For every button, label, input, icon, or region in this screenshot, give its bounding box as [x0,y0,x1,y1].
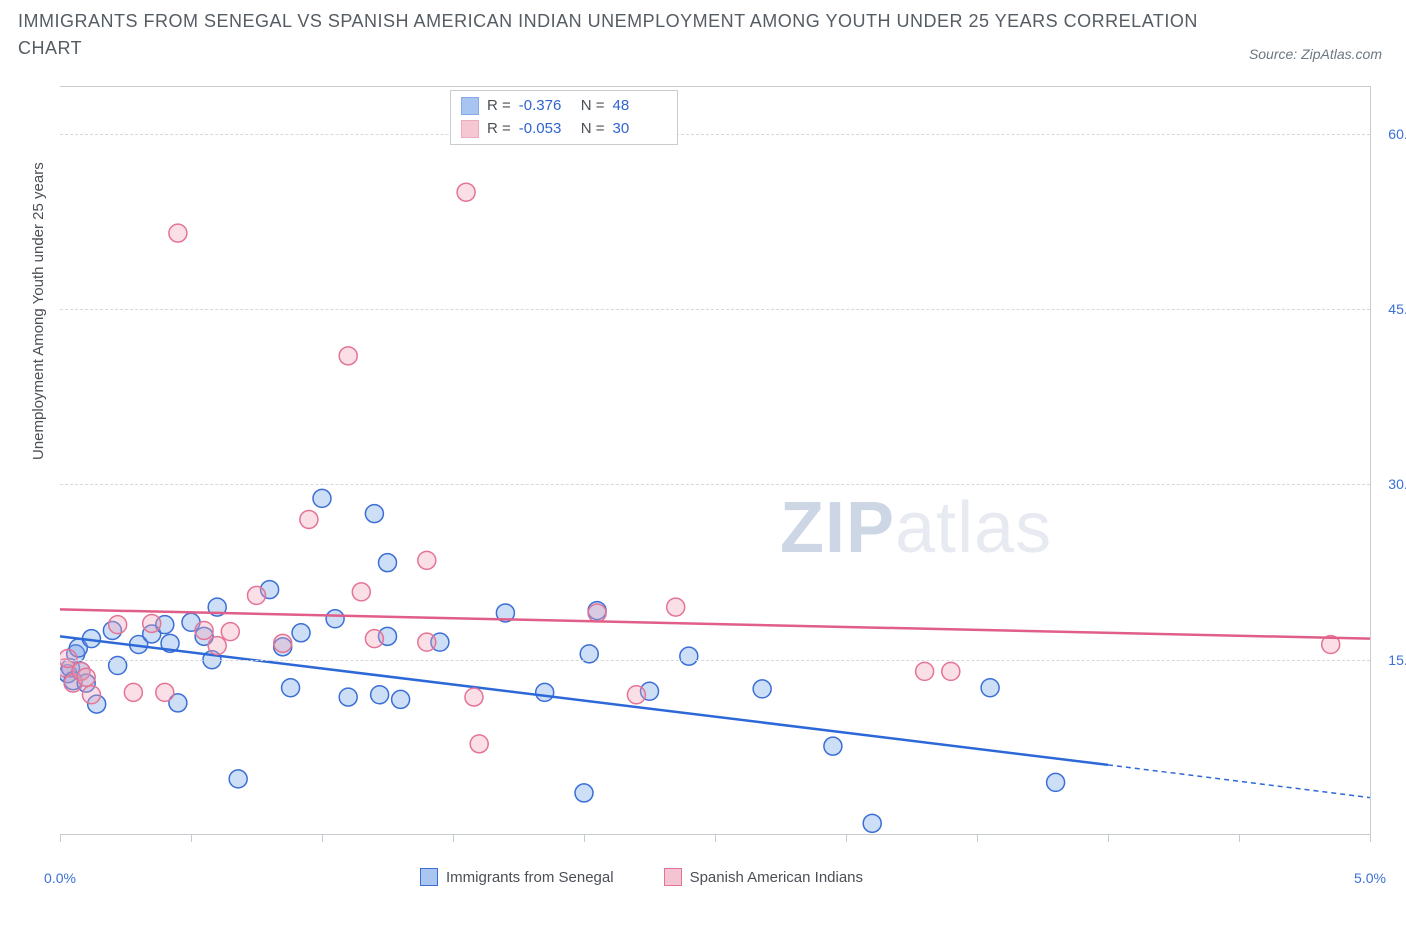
x-tick [1239,834,1240,842]
legend-swatch [461,120,479,138]
data-point [824,737,842,755]
x-tick [846,834,847,842]
r-value: -0.376 [519,95,573,118]
data-point [1047,773,1065,791]
data-point [221,623,239,641]
data-point [392,690,410,708]
data-point [208,637,226,655]
data-point [457,183,475,201]
x-tick [977,834,978,842]
data-point [156,683,174,701]
data-point [588,604,606,622]
source-attribution: Source: ZipAtlas.com [1249,46,1382,62]
data-point [248,586,266,604]
x-tick-label: 5.0% [1354,870,1386,886]
scatter-plot-svg [60,87,1370,835]
data-point [667,598,685,616]
legend-swatch [664,868,682,886]
data-point [680,647,698,665]
r-label: R = [487,118,511,141]
data-point [124,683,142,701]
data-point [300,510,318,528]
n-value: 48 [613,95,667,118]
data-point [365,630,383,648]
data-point [379,554,397,572]
gridline [60,134,1370,135]
data-point [282,679,300,697]
legend-item: Immigrants from Senegal [420,868,614,886]
data-point [82,686,100,704]
legend-bottom: Immigrants from Senegal Spanish American … [420,868,863,886]
data-point [109,616,127,634]
data-point [143,614,161,632]
data-point [418,633,436,651]
data-point [418,551,436,569]
x-tick [584,834,585,842]
x-tick [322,834,323,842]
gridline [60,484,1370,485]
gridline [60,309,1370,310]
data-point [863,814,881,832]
legend-label: Spanish American Indians [690,869,863,886]
chart-plot-area: 15.0%30.0%45.0%60.0% ZIPatlas [60,86,1371,835]
r-label: R = [487,95,511,118]
data-point [274,634,292,652]
data-point [627,686,645,704]
x-tick [1108,834,1109,842]
trend-line [60,609,1370,638]
n-label: N = [581,118,605,141]
data-point [229,770,247,788]
data-point [536,683,554,701]
data-point [339,347,357,365]
data-point [326,610,344,628]
data-point [339,688,357,706]
data-point [470,735,488,753]
legend-item: Spanish American Indians [664,868,863,886]
x-tick-label: 0.0% [44,870,76,886]
data-point [352,583,370,601]
legend-swatch [461,97,479,115]
gridline [60,660,1370,661]
r-value: -0.053 [519,118,573,141]
data-point [195,621,213,639]
chart-title: IMMIGRANTS FROM SENEGAL VS SPANISH AMERI… [18,8,1206,62]
y-tick-label: 30.0% [1388,476,1406,492]
data-point [575,784,593,802]
x-tick [453,834,454,842]
n-label: N = [581,95,605,118]
y-tick-label: 60.0% [1388,126,1406,142]
y-axis-title: Unemployment Among Youth under 25 years [30,162,47,460]
x-tick [1370,834,1371,842]
legend-stats-row: R = -0.376 N = 48 [461,95,667,118]
y-tick-label: 45.0% [1388,301,1406,317]
data-point [371,686,389,704]
legend-stats-row: R = -0.053 N = 30 [461,118,667,141]
y-tick-label: 15.0% [1388,652,1406,668]
legend-stats-box: R = -0.376 N = 48 R = -0.053 N = 30 [450,90,678,145]
x-tick [715,834,716,842]
n-value: 30 [613,118,667,141]
data-point [942,662,960,680]
data-point [916,662,934,680]
data-point [981,679,999,697]
legend-label: Immigrants from Senegal [446,869,614,886]
data-point [753,680,771,698]
data-point [465,688,483,706]
legend-swatch [420,868,438,886]
data-point [365,505,383,523]
data-point [292,624,310,642]
x-tick [60,834,61,842]
x-tick [191,834,192,842]
data-point [313,489,331,507]
data-point [169,224,187,242]
trend-line-extrapolated [1108,765,1370,798]
data-point [77,668,95,686]
